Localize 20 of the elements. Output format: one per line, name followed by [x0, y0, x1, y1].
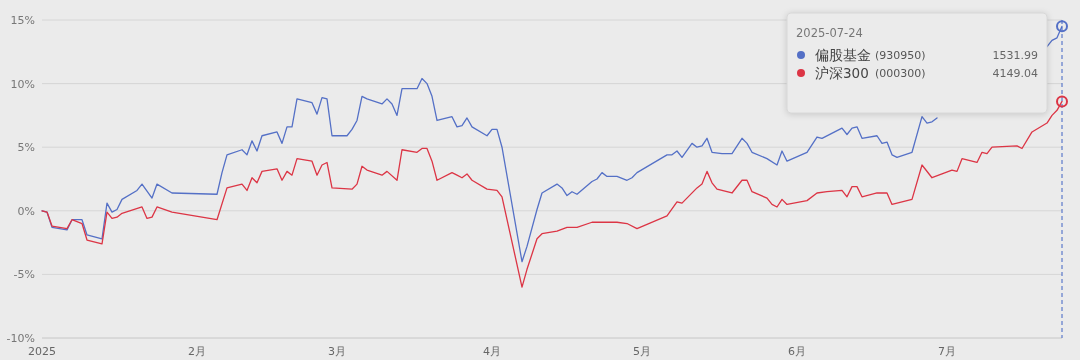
y-tick-label: 0%: [17, 204, 35, 218]
annotation: (000300): [875, 67, 926, 80]
x-tick-label: 5月: [633, 345, 651, 358]
x-tick-label: 7月: [938, 345, 956, 358]
annotation: (930950): [875, 49, 926, 62]
legend-label: 偏股基金: [815, 47, 871, 63]
y-tick-label: -10%: [6, 332, 35, 345]
y-tick-label: -5%: [13, 268, 35, 282]
legend-label: 沪深300: [815, 65, 869, 81]
x-tick-label: 2月: [188, 345, 206, 358]
annotation: 2025-07-24: [796, 26, 863, 40]
y-tick-label: 5%: [17, 141, 35, 155]
annotation: 4149.04: [992, 67, 1038, 80]
x-tick-label: 2025: [28, 345, 56, 358]
y-tick-label: 15%: [10, 14, 35, 27]
x-tick-label: 6月: [788, 345, 806, 358]
x-tick-label: 3月: [328, 345, 346, 358]
annotation: 1531.99: [992, 49, 1038, 62]
x-tick-label: 4月: [483, 345, 501, 358]
y-tick-label: 10%: [10, 77, 35, 91]
